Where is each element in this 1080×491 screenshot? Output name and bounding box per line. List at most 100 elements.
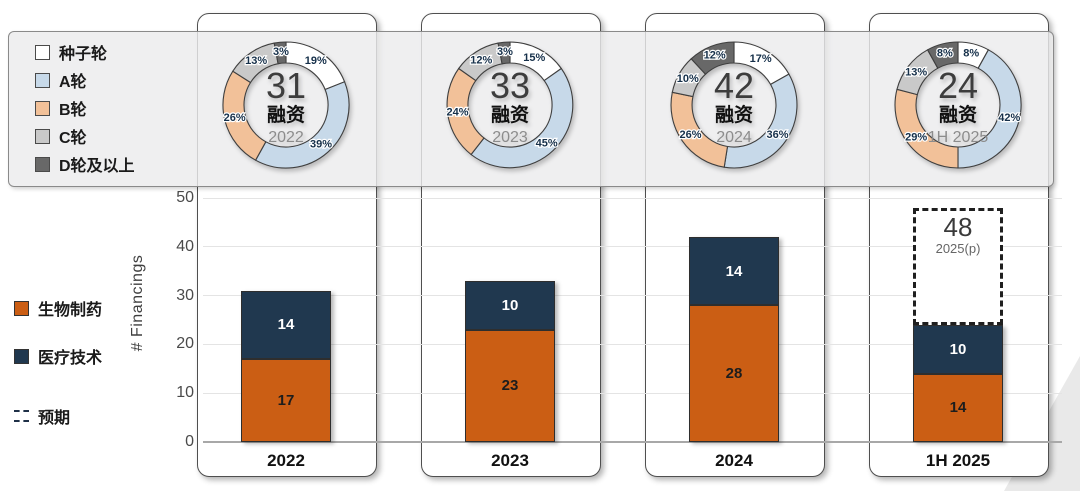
- round-swatch-icon: [35, 128, 50, 144]
- donut-center-caption: 融资: [267, 103, 305, 126]
- y-tick-label: 0: [185, 433, 194, 450]
- round-legend-item-0: 种子轮: [35, 42, 135, 63]
- sector-legend-label: 预期: [38, 410, 71, 427]
- projection-sublabel: 2025(p): [935, 241, 981, 257]
- donut-percent-label: 12%: [704, 50, 726, 62]
- donut-percent-label: 13%: [245, 55, 267, 67]
- funding-round-legend: 种子轮 A轮 B轮 C轮 D轮及以上: [35, 42, 135, 175]
- donut-center-count: 33: [490, 65, 530, 106]
- y-tick-label: 10: [176, 384, 194, 402]
- sector-swatch-icon: [14, 300, 29, 316]
- round-legend-item-3: C轮: [35, 126, 135, 147]
- round-legend-item-4: D轮及以上: [35, 154, 135, 175]
- donut-segment-D轮及以上: [690, 41, 735, 75]
- sector-legend-item-2: 预期: [14, 404, 70, 428]
- gridline: [203, 197, 1062, 199]
- bar-segment-medtech: 10: [465, 280, 555, 330]
- donut-percent-label: 26%: [679, 129, 701, 141]
- donut-percent-label: 19%: [305, 55, 327, 67]
- x-axis-label: 1H 2025: [925, 451, 991, 470]
- donut-center-period: 2022: [268, 129, 304, 146]
- round-legend-label: B轮: [59, 102, 87, 119]
- round-legend-label: C轮: [59, 130, 87, 147]
- donut-center-count: 42: [714, 65, 754, 106]
- donut-segment-D轮及以上: [926, 41, 959, 69]
- gridline: [203, 295, 1062, 297]
- round-legend-item-1: A轮: [35, 70, 135, 91]
- round-swatch-icon: [35, 156, 50, 172]
- donut-percent-label: 3%: [497, 46, 513, 58]
- donut-center-period: 2023: [492, 129, 528, 146]
- donut-percent-label: 17%: [750, 53, 772, 65]
- donut-segment-D轮及以上: [273, 41, 287, 65]
- donut-center-period: 2024: [716, 129, 752, 146]
- sector-legend-label: 医疗技术: [38, 350, 103, 367]
- donut-center-count: 24: [938, 65, 978, 106]
- round-swatch-icon: [35, 72, 50, 88]
- sector-swatch-icon: [14, 348, 29, 364]
- stacked-bar-2022: 14 17: [241, 290, 331, 442]
- round-legend-label: 种子轮: [59, 46, 108, 63]
- donut-percent-label: 36%: [766, 129, 788, 141]
- round-legend-item-2: B轮: [35, 98, 135, 119]
- donut-center-count: 31: [266, 65, 306, 106]
- projection-total: 48: [943, 211, 973, 242]
- bar-segment-biopharma: 28: [689, 305, 779, 442]
- donut-percent-label: 8%: [937, 48, 953, 60]
- bar-segment-medtech: 14: [241, 290, 331, 360]
- stacked-bar-2023: 10 23: [465, 280, 555, 442]
- donut-percent-label: 45%: [536, 137, 558, 149]
- donut-segment-A轮: [470, 67, 574, 169]
- y-tick-label: 20: [176, 335, 194, 353]
- bar-segment-medtech: 10: [913, 324, 1003, 374]
- donut-center-period: 1H 2025: [928, 129, 989, 146]
- donut-center-caption: 融资: [491, 103, 529, 126]
- stacked-bar-2024: 14 28: [689, 237, 779, 442]
- bar-segment-biopharma: 23: [465, 329, 555, 442]
- donut-percent-label: 3%: [273, 46, 289, 58]
- donut-segment-A轮: [957, 49, 1022, 169]
- x-axis-line: [203, 441, 1062, 443]
- round-legend-label: A轮: [59, 74, 87, 91]
- stacked-bar-1h-2025: 10 14: [913, 324, 1003, 442]
- round-swatch-icon: [35, 44, 50, 60]
- x-axis-label: 2024: [715, 451, 753, 470]
- bar-segment-biopharma: 14: [913, 373, 1003, 442]
- gridline: [203, 246, 1062, 248]
- x-axis-label: 2022: [267, 451, 305, 470]
- dashed-projection-icon: [14, 410, 29, 422]
- donut-segment-D轮及以上: [497, 41, 511, 65]
- sector-legend-label: 生物制药: [38, 302, 103, 319]
- y-tick-label: 40: [176, 237, 194, 255]
- x-axis-label: 2023: [491, 451, 529, 470]
- bar-segment-medtech: 14: [689, 237, 779, 306]
- bar-segment-biopharma: 17: [241, 359, 331, 442]
- donut-percent-label: 26%: [224, 112, 246, 124]
- gridline: [203, 392, 1062, 394]
- gridline: [203, 343, 1062, 345]
- donut-center-caption: 融资: [939, 103, 977, 126]
- projection-box: 48 2025(p): [913, 207, 1003, 325]
- donut-percent-label: 10%: [677, 73, 699, 85]
- y-tick-label: 50: [176, 189, 194, 206]
- donut-percent-label: 39%: [310, 139, 332, 151]
- sector-legend-item-0: 生物制药: [14, 296, 102, 320]
- donut-percent-label: 13%: [905, 66, 927, 78]
- donut-percent-label: 8%: [963, 48, 979, 60]
- donut-center-caption: 融资: [715, 103, 753, 126]
- donut-percent-label: 15%: [523, 52, 545, 64]
- round-legend-label: D轮及以上: [59, 158, 135, 175]
- donut-percent-label: 42%: [998, 112, 1020, 124]
- donut-percent-label: 29%: [905, 131, 927, 143]
- donut-percent-label: 24%: [446, 106, 468, 118]
- y-tick-label: 30: [176, 286, 194, 304]
- round-swatch-icon: [35, 100, 50, 116]
- y-axis-title: # Financings: [129, 254, 146, 352]
- donut-percent-label: 12%: [470, 54, 492, 66]
- sector-legend-item-1: 医疗技术: [14, 344, 102, 368]
